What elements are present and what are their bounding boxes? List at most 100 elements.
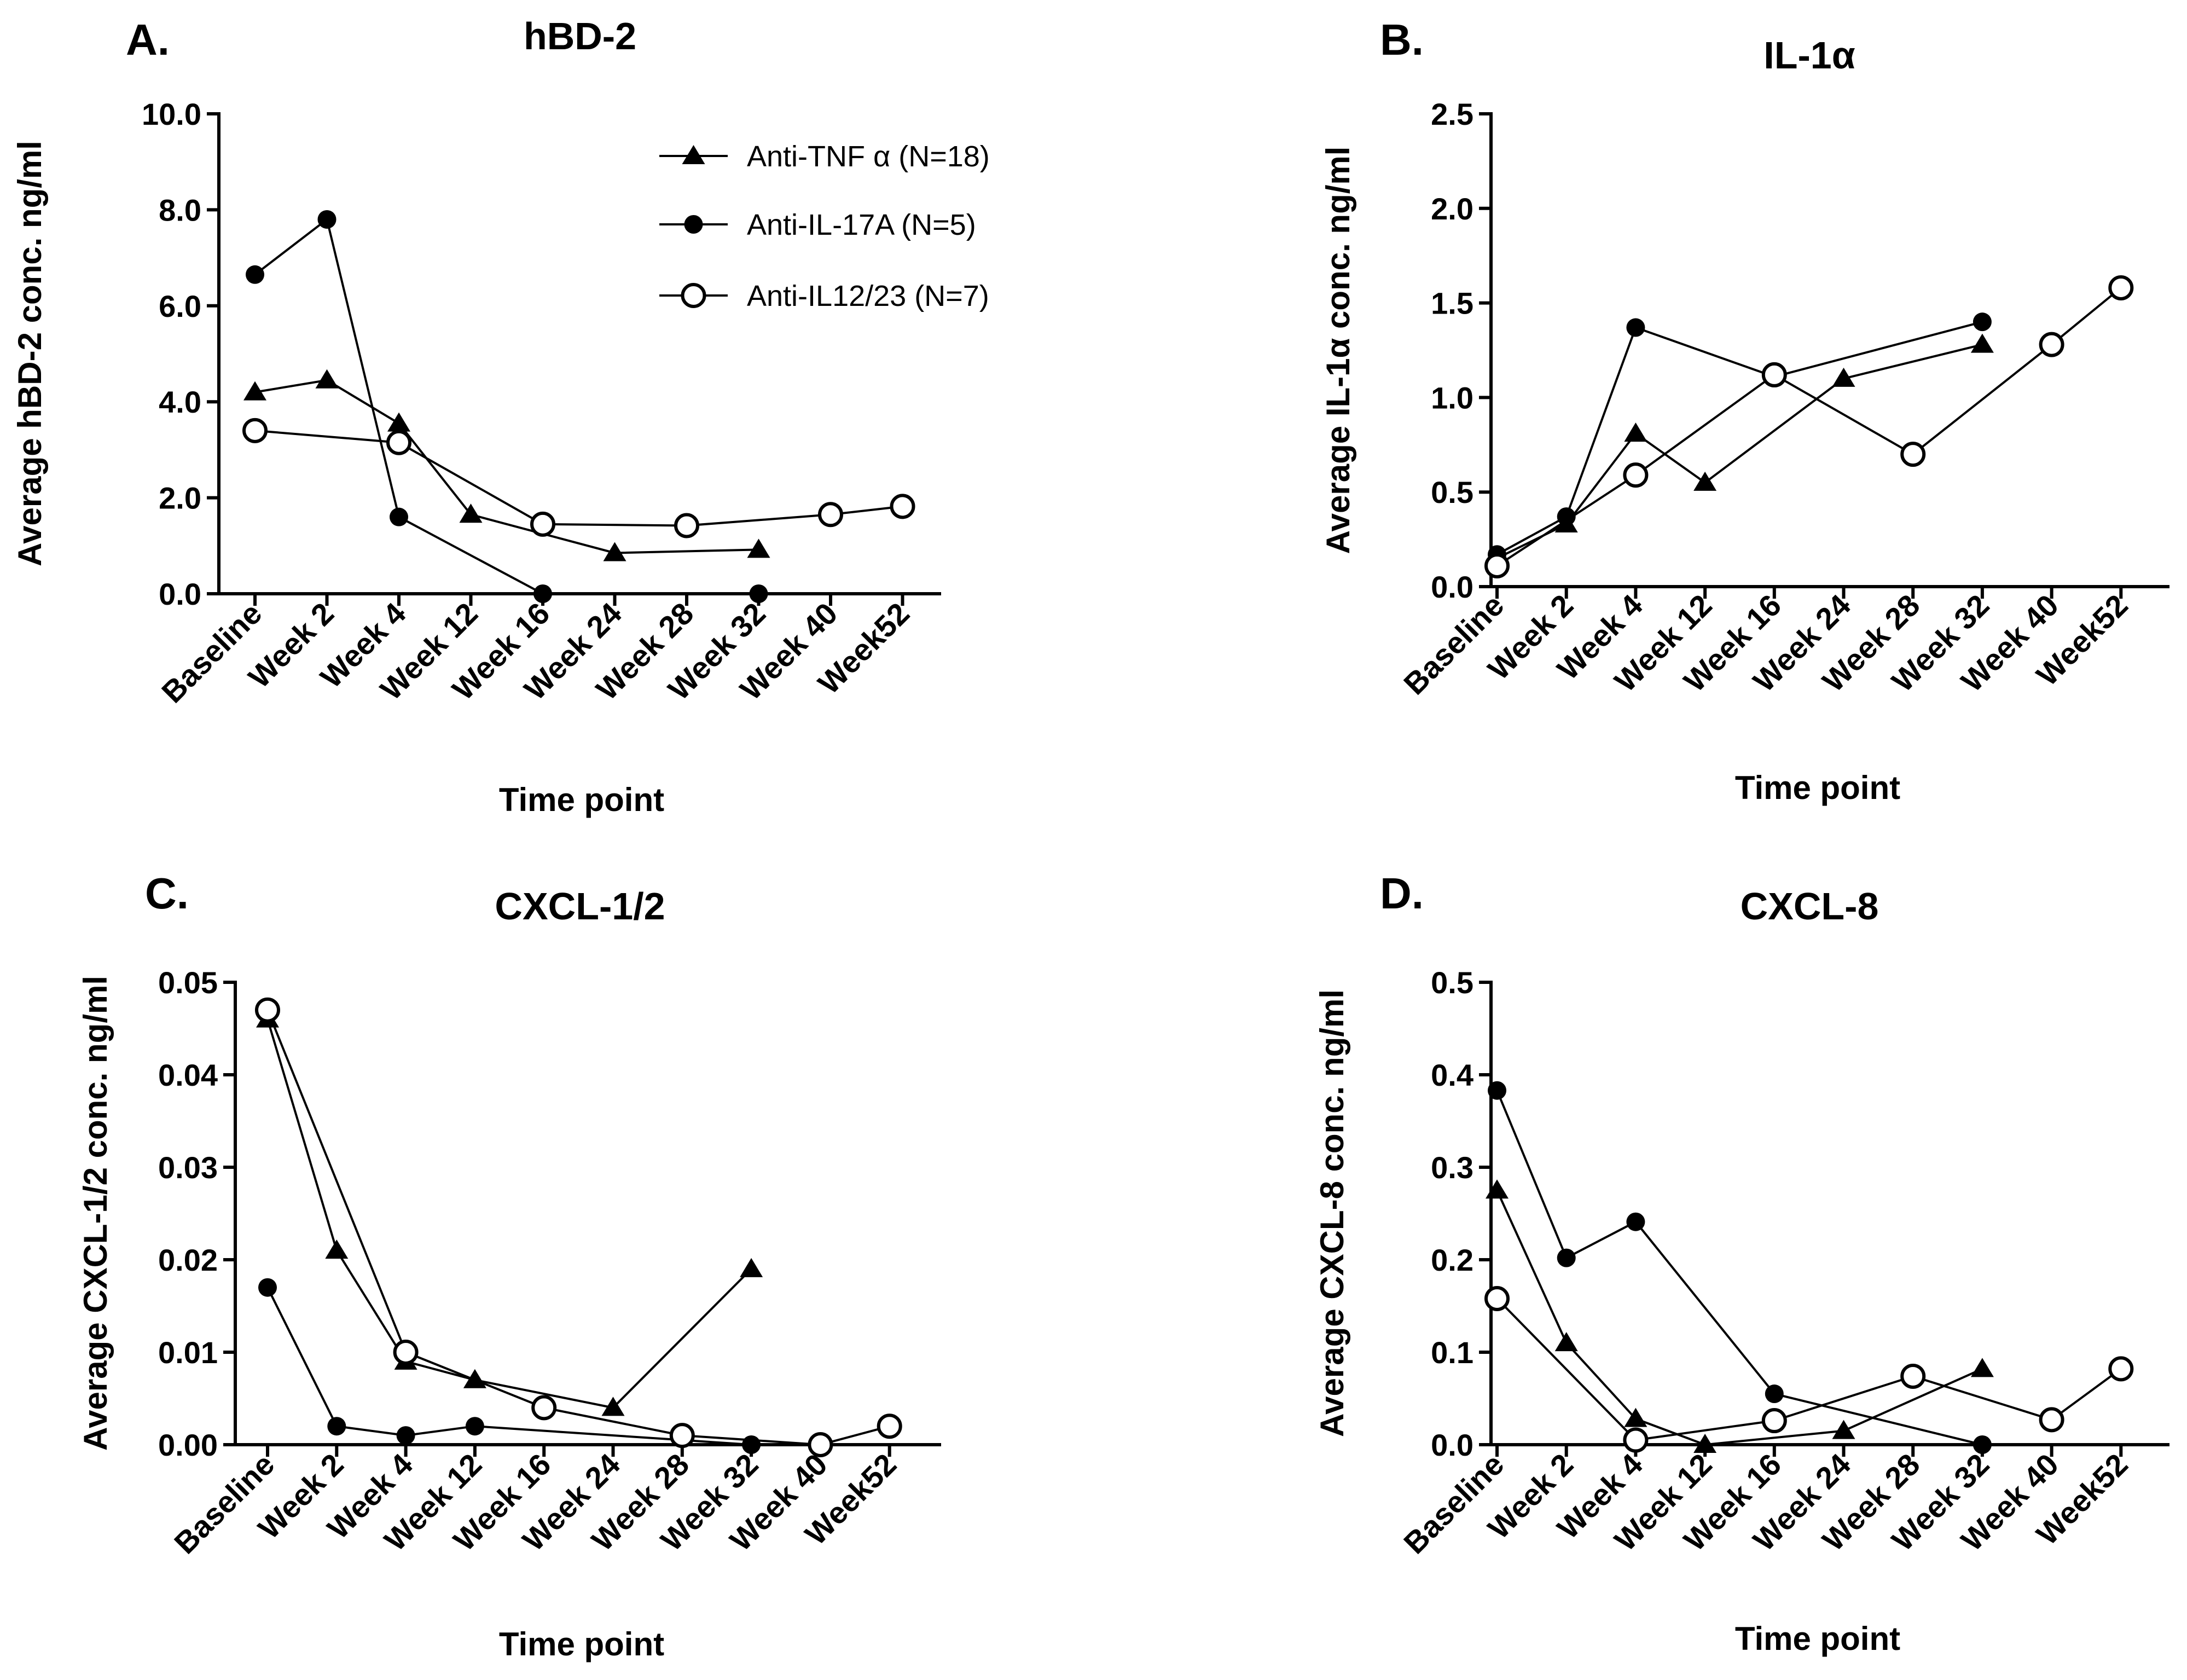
data-point-triangle [459,503,483,523]
data-point-triangle [315,369,339,389]
x-tick-label: Baseline [1397,1447,1510,1560]
data-point-triangle [603,542,626,561]
data-point-filled-circle [390,507,408,526]
data-point-triangle [747,538,770,558]
x-axis-title: Time point [1735,1620,1900,1657]
data-point-triangle [1693,1434,1717,1453]
data-point-open-circle [530,511,555,537]
y-tick-label: 0.0 [1431,570,1474,604]
data-point-filled-circle [1557,1248,1576,1267]
data-point-triangle [1624,422,1647,442]
chart-title: hBD-2 [524,15,636,57]
x-axis-title: Time point [1735,769,1900,806]
data-point-triangle [740,1258,763,1277]
y-tick-label: 2.0 [1431,192,1474,226]
series-line-triangle [266,1019,752,1409]
y-tick-label: 0.4 [1431,1058,1474,1092]
chart-title: CXCL-8 [1741,885,1879,928]
data-point-open-circle [1623,462,1649,488]
panel-label: A. [126,15,170,64]
legend-label: Anti-IL12/23 (N=7) [747,280,989,312]
y-tick-label: 8.0 [159,193,201,227]
y-tick-label: 0.0 [159,577,201,611]
data-point-triangle [1832,1420,1855,1439]
series-triangle [243,369,770,561]
series-line-filled-circle [1496,1090,1983,1446]
data-point-open-circle [2108,1356,2134,1382]
data-point-triangle [1970,333,1994,353]
y-tick-label: 0.3 [1431,1150,1474,1185]
series-open-circle [242,418,915,538]
series-filled-circle [258,1278,761,1454]
data-point-triangle [1970,1358,1994,1377]
series-line-triangle [1496,1190,1983,1446]
data-point-filled-circle [742,1435,761,1454]
y-tick-label: 0.0 [1431,1428,1474,1462]
chart-title: CXCL-1/2 [495,885,665,928]
data-point-filled-circle [1973,312,1992,332]
data-point-filled-circle [317,210,337,229]
data-point-open-circle [1900,1363,1926,1389]
data-point-open-circle [531,1395,557,1421]
legend: Anti-TNF α (N=18) Anti-IL-17A (N=5) Anti-I… [659,140,990,312]
legend-marker-filled-circle [684,215,703,234]
data-point-open-circle [1761,362,1787,387]
data-point-triangle [1624,1407,1647,1427]
data-point-open-circle [808,1432,833,1457]
series-line-open-circle [1496,287,2122,567]
data-point-filled-circle [327,1417,346,1436]
legend-marker-triangle [682,145,705,164]
series-triangle [1486,1179,1994,1453]
data-point-filled-circle [1488,1081,1506,1100]
data-point-filled-circle [258,1278,277,1297]
data-point-triangle [243,381,266,401]
y-tick-label: 0.02 [158,1243,218,1277]
x-axis-title: Time point [499,781,664,818]
y-tick-label: 6.0 [159,289,201,323]
data-point-open-circle [242,418,268,443]
data-point-open-circle [1761,1408,1787,1434]
data-point-triangle [1832,367,1855,387]
y-tick-label: 2.0 [159,481,201,515]
data-point-triangle [601,1397,625,1416]
chart-title: IL-1α [1763,34,1855,77]
series-line-open-circle [254,429,903,527]
series-open-circle [1484,275,2134,578]
legend-marker-open-circle [681,283,706,308]
data-point-open-circle [1484,1285,1510,1311]
panel-3: C. CXCL-1/2 0.00 0.01 0.02 0.03 0.04 0.05 Baseli… [77,869,941,1662]
data-point-open-circle [877,1413,902,1439]
y-tick-label: 0.04 [158,1058,218,1092]
panel-label: D. [1380,869,1424,918]
series-filled-circle [1488,312,1992,564]
y-tick-label: 0.00 [158,1428,218,1462]
series-filled-circle [1488,1081,1992,1454]
series-line-triangle [254,379,759,554]
series-line-triangle [1496,343,1983,559]
data-point-filled-circle [246,265,264,284]
y-axis-title: Average CXCL-1/2 conc. ng/ml [77,976,114,1451]
data-point-filled-circle [749,584,768,603]
y-tick-label: 4.0 [159,385,201,419]
y-tick-label: 0.2 [1431,1243,1474,1277]
data-point-open-circle [1900,442,1926,467]
y-tick-label: 0.5 [1431,475,1474,509]
x-axis-title: Time point [499,1626,664,1662]
data-point-open-circle [669,1423,695,1449]
series-filled-circle [246,210,768,603]
y-tick-label: 0.05 [158,965,218,1000]
data-point-open-circle [393,1340,419,1365]
x-tick-label: Baseline [167,1447,281,1560]
data-point-filled-circle [396,1426,415,1445]
y-tick-label: 10.0 [142,97,201,131]
series-line-open-circle [266,1009,890,1446]
data-point-triangle [1554,1332,1578,1352]
data-point-filled-circle [1973,1435,1992,1454]
data-point-open-circle [2039,332,2064,357]
panel-label: C. [145,869,189,918]
legend-label: Anti-TNF α (N=18) [747,140,990,173]
